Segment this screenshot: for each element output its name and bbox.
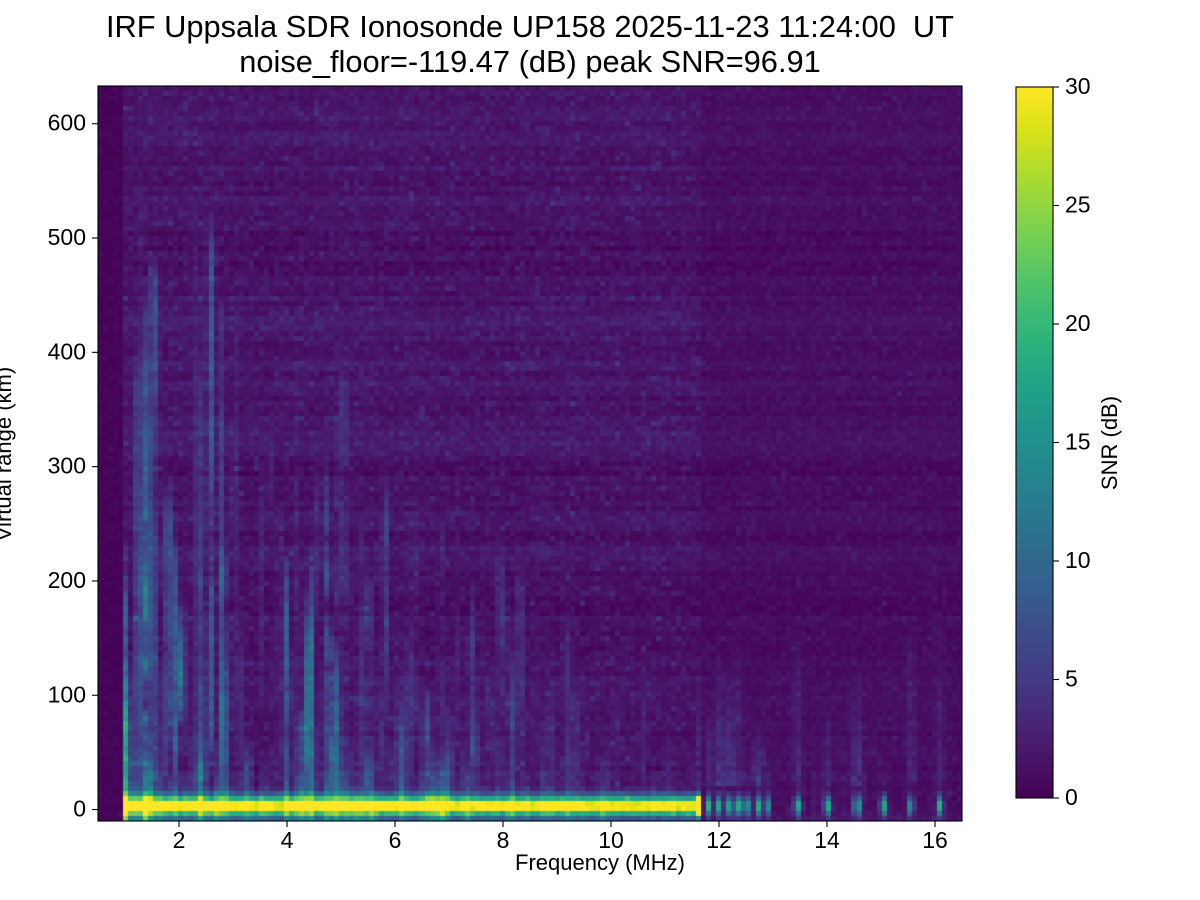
svg-text:400: 400 — [48, 338, 86, 364]
svg-text:25: 25 — [1065, 192, 1091, 218]
svg-text:600: 600 — [48, 110, 86, 136]
svg-text:5: 5 — [1065, 666, 1078, 692]
svg-text:200: 200 — [48, 567, 86, 593]
svg-text:20: 20 — [1065, 310, 1091, 336]
svg-text:100: 100 — [48, 681, 86, 707]
svg-text:300: 300 — [48, 453, 86, 479]
svg-text:15: 15 — [1065, 429, 1091, 455]
svg-text:500: 500 — [48, 224, 86, 250]
svg-text:0: 0 — [73, 796, 86, 822]
svg-text:30: 30 — [1065, 73, 1091, 99]
svg-text:0: 0 — [1065, 784, 1078, 810]
svg-text:10: 10 — [1065, 547, 1091, 573]
